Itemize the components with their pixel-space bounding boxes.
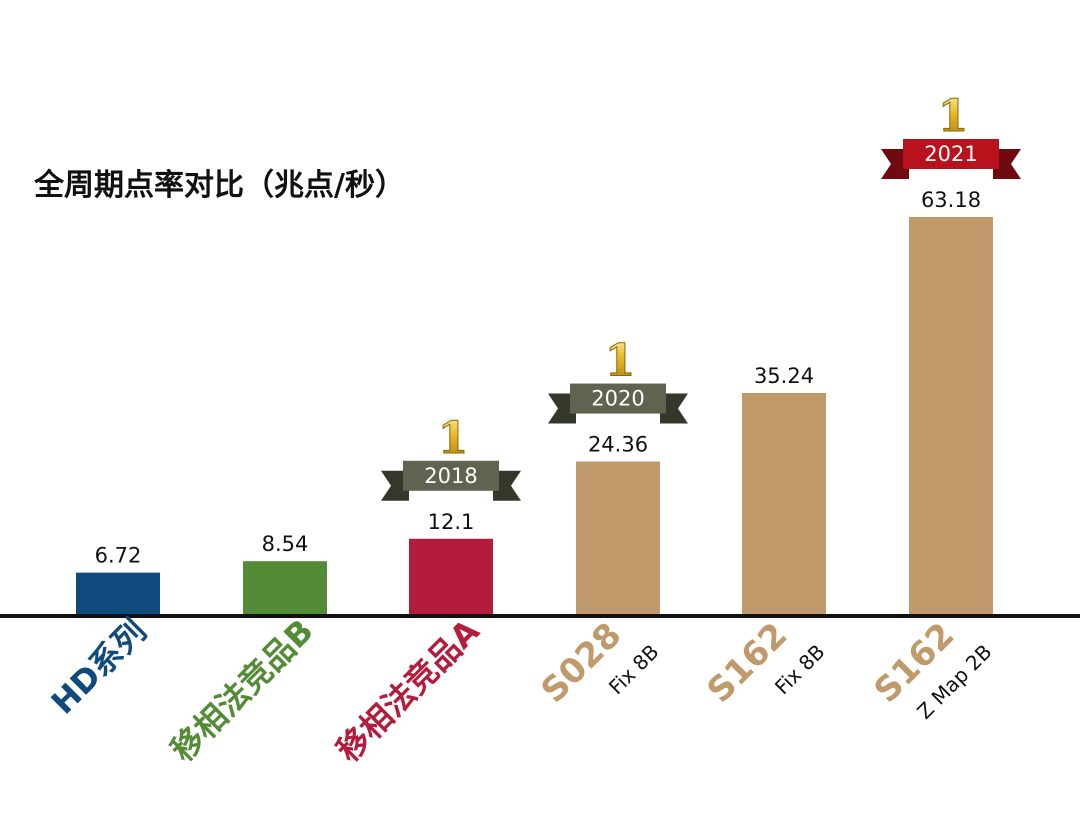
- data-label: 8.54: [262, 532, 309, 556]
- ribbon-tail-left: [381, 470, 409, 501]
- bar: [909, 217, 993, 615]
- category-label: S028: [534, 615, 630, 711]
- ribbon-tail-left: [881, 149, 909, 179]
- bar: [742, 393, 826, 615]
- data-label: 63.18: [921, 188, 981, 212]
- ribbon-year: 2020: [591, 387, 644, 411]
- ribbon-band: [903, 139, 999, 169]
- ribbon-tail-left: [548, 393, 576, 424]
- ribbon-band: [570, 383, 666, 414]
- category-label: HD系列: [44, 612, 154, 722]
- category-label: 移相法竞品B: [163, 612, 320, 769]
- ribbon-tail-right: [993, 149, 1021, 179]
- bar: [576, 461, 660, 615]
- data-label: 35.24: [754, 364, 814, 388]
- ribbon-year: 2021: [924, 142, 977, 166]
- ribbon-tail-right: [493, 470, 521, 501]
- ribbon-tail-right: [660, 393, 688, 424]
- rank-badge: 1: [605, 336, 636, 387]
- data-label: 24.36: [588, 433, 648, 457]
- data-label: 12.1: [428, 510, 475, 534]
- data-label: 6.72: [95, 544, 142, 568]
- chart-title: 全周期点率对比（兆点/秒）: [34, 168, 405, 203]
- ribbon-year: 2018: [424, 464, 477, 488]
- category-label: S162: [700, 615, 796, 711]
- bar: [409, 538, 493, 615]
- rank-badge: 1: [438, 413, 469, 464]
- bar: [243, 561, 327, 615]
- bar: [76, 572, 160, 615]
- ribbon-band: [403, 460, 499, 491]
- rank-badge: 1: [938, 91, 969, 142]
- category-label: 移相法竞品A: [329, 612, 487, 770]
